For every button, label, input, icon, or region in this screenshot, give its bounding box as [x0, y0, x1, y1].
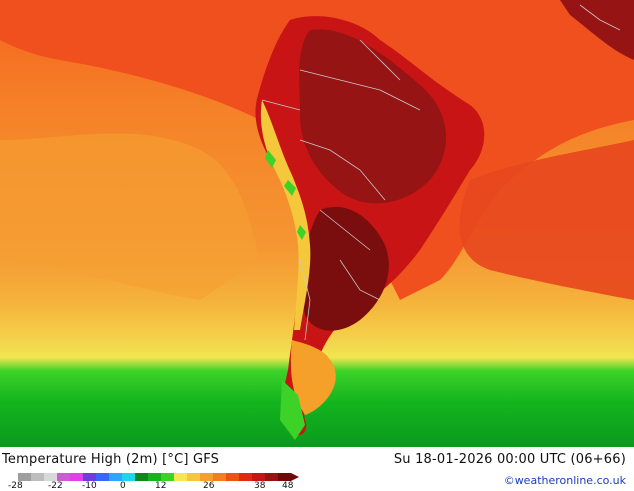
- legend-swatch: [148, 473, 161, 481]
- pacific-cool-band: [0, 133, 260, 300]
- legend-tick-label: -28: [8, 481, 23, 491]
- legend-tick-label: 26: [203, 481, 215, 491]
- temperature-map: [0, 0, 634, 447]
- map-footer: Temperature High (2m) [°C] GFS Su 18-01-…: [0, 447, 634, 491]
- legend-swatch: [135, 473, 148, 481]
- legend-swatch: [226, 473, 239, 481]
- patagonia-warm: [290, 340, 336, 415]
- legend-arrow: [291, 473, 299, 481]
- legend-swatch: [18, 473, 31, 481]
- legend-swatch: [161, 473, 174, 481]
- country-borders: [261, 39, 421, 341]
- amazon-core: [299, 29, 447, 204]
- andes-green-spots: [265, 150, 306, 240]
- legend-tick-label: 38: [254, 481, 266, 491]
- africa-edge-lines: [579, 4, 621, 31]
- legend-swatch: [239, 473, 252, 481]
- legend-swatch: [174, 473, 187, 481]
- legend-swatch: [57, 473, 70, 481]
- map-title: Temperature High (2m) [°C] GFS: [2, 452, 220, 467]
- legend-tick-label: -22: [48, 481, 63, 491]
- legend-swatch: [252, 473, 265, 481]
- legend-swatch: [109, 473, 122, 481]
- legend-swatch: [31, 473, 44, 481]
- color-legend: -28 -22 -10 0 12 26 38 48: [0, 472, 300, 491]
- south-atlantic-hot-band: [459, 140, 634, 300]
- legend-swatch: [278, 473, 291, 481]
- legend-tick-label: -10: [82, 481, 97, 491]
- legend-swatch: [96, 473, 109, 481]
- tierra-del-fuego: [280, 380, 305, 440]
- legend-swatch: [83, 473, 96, 481]
- legend-swatch: [213, 473, 226, 481]
- legend-color-bar: [18, 473, 299, 481]
- legend-swatch: [70, 473, 83, 481]
- legend-tick-label: 48: [282, 481, 294, 491]
- forecast-datetime: Su 18-01-2026 00:00 UTC (06+66): [393, 452, 626, 467]
- map-canvas: [0, 0, 634, 447]
- caribbean-land: [560, 0, 634, 60]
- legend-swatch: [265, 473, 278, 481]
- legend-swatch: [200, 473, 213, 481]
- legend-tick-label: 0: [120, 481, 126, 491]
- legend-swatch: [187, 473, 200, 481]
- credit-link[interactable]: ©weatheronline.co.uk: [503, 474, 626, 487]
- legend-tick-label: 12: [155, 481, 167, 491]
- legend-swatch: [44, 473, 57, 481]
- legend-swatch: [122, 473, 135, 481]
- gran-chaco-core: [301, 206, 389, 331]
